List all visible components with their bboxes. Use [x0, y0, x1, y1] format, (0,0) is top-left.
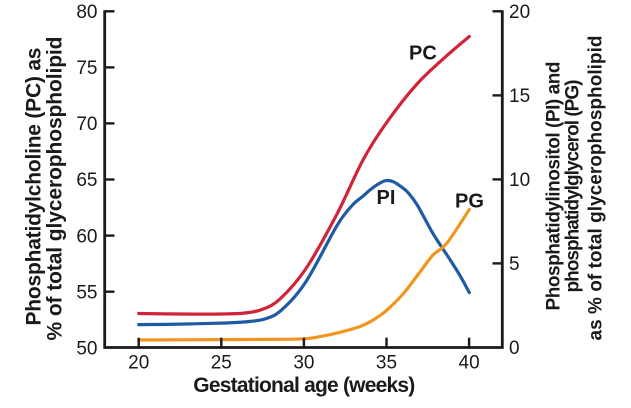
svg-text:10: 10: [509, 170, 530, 191]
svg-text:80: 80: [76, 2, 97, 23]
svg-text:20: 20: [509, 2, 530, 23]
svg-text:65: 65: [76, 170, 97, 191]
svg-text:Gestational age (weeks): Gestational age (weeks): [193, 374, 415, 397]
svg-text:60: 60: [76, 226, 97, 247]
svg-text:20: 20: [128, 353, 149, 374]
svg-text:0: 0: [509, 338, 520, 359]
svg-text:5: 5: [509, 254, 520, 275]
svg-text:Phosphatidylcholine (PC) as: Phosphatidylcholine (PC) as: [23, 48, 46, 326]
svg-text:PC: PC: [409, 43, 437, 65]
svg-text:40: 40: [459, 353, 480, 374]
svg-text:35: 35: [376, 353, 397, 374]
svg-text:75: 75: [76, 58, 97, 79]
svg-text:phosphatidylglycerol (PG): phosphatidylglycerol (PG): [562, 80, 583, 293]
svg-text:30: 30: [293, 353, 314, 374]
svg-text:as % of total glycerophospholi: as % of total glycerophospholipid: [585, 36, 606, 341]
svg-text:Phosphatidylinositol (PI) and: Phosphatidylinositol (PI) and: [544, 62, 565, 311]
svg-text:15: 15: [509, 86, 530, 107]
svg-text:55: 55: [76, 282, 97, 303]
svg-text:50: 50: [76, 339, 97, 360]
svg-text:PI: PI: [377, 187, 396, 209]
svg-text:% of total glycerophospholipid: % of total glycerophospholipid: [44, 37, 67, 341]
svg-text:PG: PG: [455, 191, 484, 213]
svg-text:25: 25: [211, 353, 232, 374]
svg-text:70: 70: [76, 114, 97, 135]
